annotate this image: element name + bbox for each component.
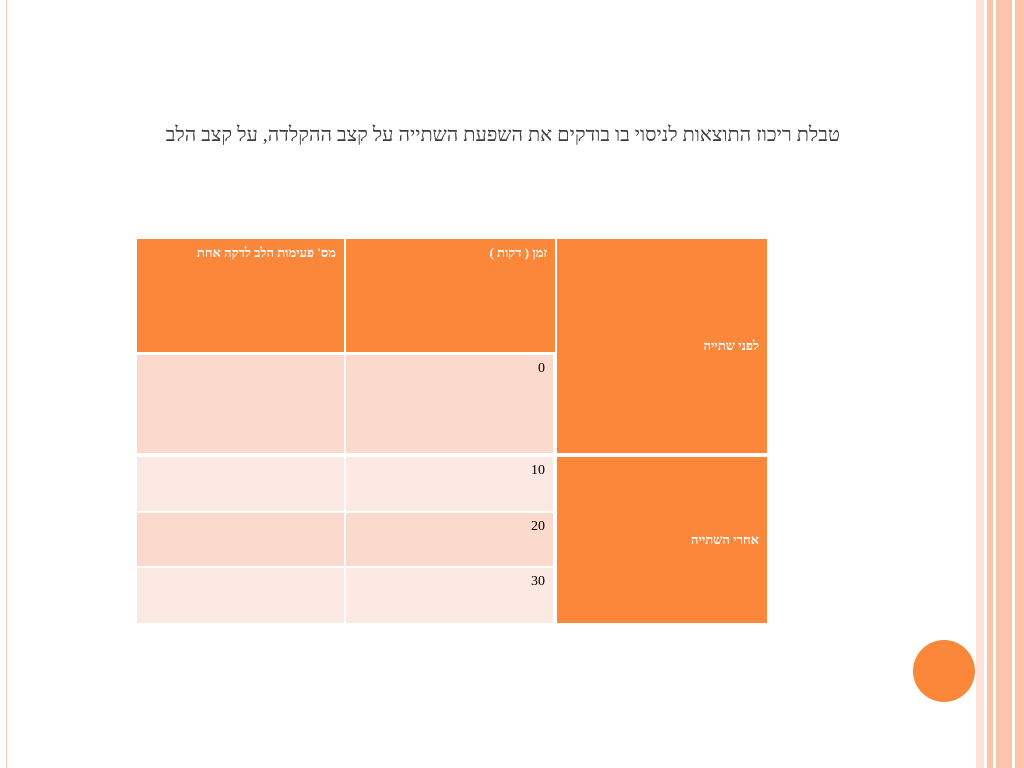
- header-heart-rate: מס' פעימות הלב לדקה אחת: [137, 239, 344, 352]
- header-time: זמן ( דקות ): [346, 239, 555, 352]
- right-stripe-decoration: [987, 0, 993, 768]
- group-label-before: לפני שתייה: [557, 239, 767, 453]
- right-stripe-decoration: [984, 0, 987, 768]
- table-cell-time: 0: [346, 355, 553, 453]
- table-cell-heart-rate: [137, 355, 344, 453]
- table-cell-heart-rate: [137, 568, 344, 623]
- table-cell-time: 10: [346, 457, 553, 511]
- results-table: מס' פעימות הלב לדקה אחת זמן ( דקות ) לפנ…: [137, 239, 767, 623]
- slide-title: טבלת ריכוז התוצאות לניסוי בו בודקים את ה…: [165, 124, 840, 146]
- left-border-decoration: [0, 0, 7, 768]
- right-stripe-decoration: [993, 0, 996, 768]
- right-stripe-decoration: [976, 0, 984, 768]
- table-cell-heart-rate: [137, 513, 344, 566]
- group-label-before-text: לפני שתייה: [703, 338, 759, 353]
- table-cell-time: 20: [346, 513, 553, 566]
- table-cell-time: 30: [346, 568, 553, 623]
- right-stripe-decoration: [1012, 0, 1015, 768]
- decorative-circle: [913, 640, 975, 702]
- group-label-after-text: אחרי השתייה: [691, 532, 759, 547]
- table-cell-heart-rate: [137, 457, 344, 511]
- right-stripe-decoration: [1015, 0, 1024, 768]
- right-stripe-decoration: [996, 0, 1012, 768]
- group-label-after: אחרי השתייה: [557, 457, 767, 623]
